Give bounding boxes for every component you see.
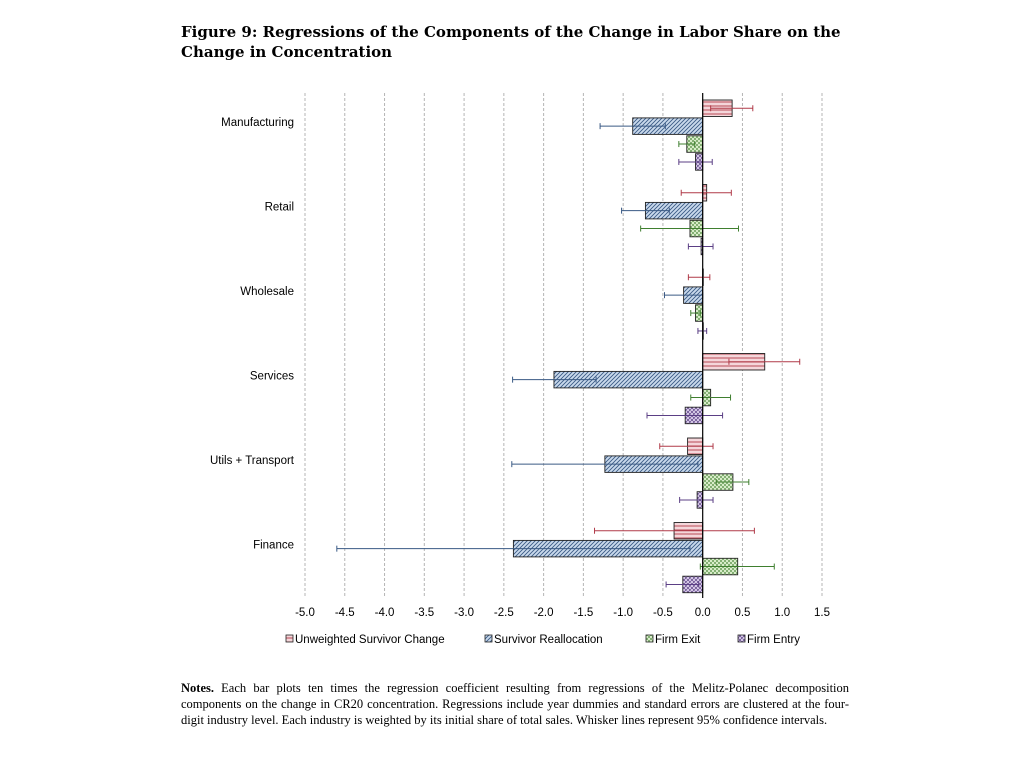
x-tick-label: -2.0: [534, 607, 554, 619]
legend-item: Unweighted Survivor Change: [285, 634, 445, 646]
legend-item: Firm Exit: [645, 634, 701, 646]
category-label: Retail: [265, 202, 294, 214]
x-tick-label: -5.0: [295, 607, 315, 619]
whisker: [665, 581, 700, 588]
category-label: Finance: [253, 540, 294, 552]
whisker: [679, 496, 714, 503]
x-tick-label: 0.5: [734, 607, 750, 619]
x-tick-label: 0.0: [695, 607, 711, 619]
x-tick-label: 1.0: [774, 607, 790, 619]
whisker: [511, 461, 699, 468]
legend-swatch: [645, 634, 654, 643]
legend-swatch: [737, 634, 746, 643]
x-tick-label: -4.0: [375, 607, 395, 619]
bars: [512, 99, 766, 594]
legend-label: Unweighted Survivor Change: [295, 634, 445, 646]
x-tick-label: -0.5: [653, 607, 673, 619]
whisker: [687, 243, 714, 250]
x-tick-label: -3.5: [414, 607, 434, 619]
whisker: [512, 376, 597, 383]
category-label: Services: [250, 371, 294, 383]
legend-item: Survivor Reallocation: [484, 634, 603, 646]
whisker: [699, 563, 775, 570]
legend-label: Firm Exit: [655, 634, 701, 646]
category-label: Manufacturing: [221, 117, 294, 129]
whisker: [680, 189, 732, 196]
notes-label: Notes.: [181, 681, 214, 695]
whisker: [690, 310, 701, 317]
legend-label: Firm Entry: [747, 634, 800, 646]
whisker: [715, 479, 750, 486]
whisker: [599, 123, 666, 130]
bar-chart: -5.0 -4.5 -4.0 -3.5 -3.0 -2.5 -2.0 -1.5 -1.0 -0.5…: [210, 93, 830, 646]
whisker: [687, 274, 711, 281]
x-tick-label: -2.5: [494, 607, 514, 619]
figure-title: Figure 9: Regressions of the Components …: [181, 23, 841, 61]
axes: -5.0 -4.5 -4.0 -3.5 -3.0 -2.5 -2.0 -1.5 -1.0 -0.5…: [210, 93, 830, 619]
x-tick-label: -1.5: [573, 607, 593, 619]
whisker: [594, 527, 755, 534]
whiskers: [336, 105, 801, 588]
category-label: Wholesale: [240, 286, 294, 298]
whisker: [678, 158, 713, 165]
legend-swatch: [285, 634, 294, 643]
legend-item: Firm Entry: [737, 634, 800, 646]
notes-text: Each bar plots ten times the regression …: [181, 681, 850, 727]
whisker: [710, 105, 754, 112]
figure-notes: Notes. Each bar plots ten times the regr…: [181, 680, 849, 728]
whisker: [640, 225, 739, 232]
x-tick-label: -4.5: [335, 607, 355, 619]
whisker: [678, 141, 696, 148]
x-tick-label: 1.5: [814, 607, 830, 619]
whisker: [659, 443, 714, 450]
legend-swatch: [484, 634, 493, 643]
whisker: [336, 545, 691, 552]
whisker: [646, 412, 724, 419]
legend: Unweighted Survivor Change Survivor Reall…: [285, 634, 800, 646]
whisker: [690, 394, 732, 401]
whisker: [728, 358, 801, 365]
whisker: [621, 207, 670, 214]
x-tick-label: -3.0: [454, 607, 474, 619]
legend-label: Survivor Reallocation: [494, 634, 603, 646]
category-label: Utils + Transport: [210, 455, 295, 467]
x-tick-label: -1.0: [613, 607, 633, 619]
grid-lines: [304, 93, 823, 598]
